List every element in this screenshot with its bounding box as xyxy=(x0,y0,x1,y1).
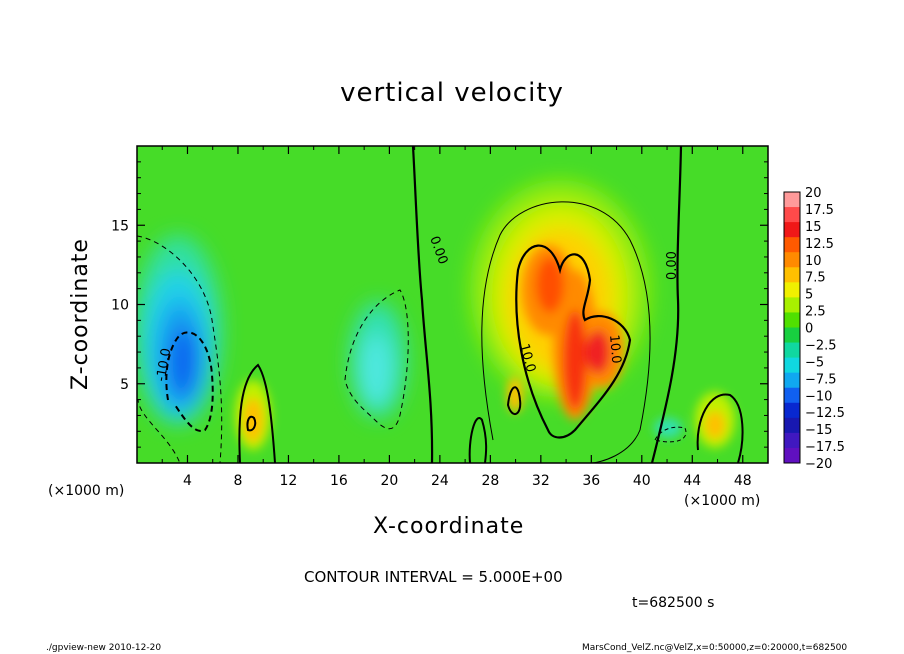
colorbar-label: 7.5 xyxy=(805,271,826,286)
colorbar-swatch xyxy=(784,237,800,253)
heatmap-field xyxy=(137,146,768,463)
footer-left: ./gpview-new 2010-12-20 xyxy=(46,643,162,653)
colorbar-label: −12.5 xyxy=(805,406,845,421)
colorbar-swatch xyxy=(784,192,800,208)
colorbar-swatch xyxy=(784,207,800,223)
colorbar-label: 2.5 xyxy=(805,305,826,320)
colorbar-label: −15 xyxy=(805,423,832,438)
colorbar-swatch xyxy=(784,402,800,419)
x-tick-label: 24 xyxy=(431,473,449,489)
x-tick-label: 36 xyxy=(582,473,600,489)
contour-bubble-right xyxy=(696,393,744,463)
downdraft-left xyxy=(137,235,222,425)
colorbar-swatch xyxy=(784,252,800,268)
contour-10 xyxy=(515,244,632,439)
x-axis-label: X-coordinate xyxy=(373,514,525,539)
colorbar-label: −17.5 xyxy=(805,440,845,455)
colorbar-frame xyxy=(783,191,801,464)
colorbar-label: −5 xyxy=(805,355,824,370)
colorbar-swatch xyxy=(784,297,800,313)
x-axis-unit-left: (×1000 m) xyxy=(48,483,125,499)
y-tick-label: 5 xyxy=(120,377,129,393)
colorbar-label: 5 xyxy=(805,288,813,303)
time-stamp: t=682500 s xyxy=(632,595,715,611)
x-tick-label: 8 xyxy=(233,473,242,489)
zero-contour-2 xyxy=(650,146,683,463)
y-tick-label: 15 xyxy=(111,218,129,234)
y-tick-label: 10 xyxy=(111,298,129,314)
colorbar-swatch xyxy=(784,267,800,283)
colorbar-swatch xyxy=(784,312,800,328)
x-tick-label: 40 xyxy=(633,473,651,489)
zero-contour-1 xyxy=(411,146,434,463)
contour-bottom-1 xyxy=(468,417,488,463)
colorbar-label: −2.5 xyxy=(805,338,837,353)
contour-neg5-left xyxy=(137,235,223,463)
colorbar-label: −20 xyxy=(805,457,832,472)
x-tick-label: 32 xyxy=(532,473,550,489)
contour-neg-small xyxy=(654,426,687,443)
contour-neg10 xyxy=(165,331,214,432)
colorbar: 20 17.5 15 12.5 10 7.5 5 2.5 0−2.5 −5 −7.5 −10 −12.5… xyxy=(783,186,845,472)
colorbar-label: 12.5 xyxy=(805,237,834,252)
colorbar-swatch xyxy=(784,342,800,359)
contour-label-neg10: -10.0 xyxy=(154,347,175,383)
contour-bubble-left-inner xyxy=(246,415,257,432)
colorbar-swatch xyxy=(784,432,800,449)
colorbar-label: −10 xyxy=(805,389,832,404)
x-tick-label: 20 xyxy=(380,473,398,489)
x-tick-label: 44 xyxy=(683,473,701,489)
contour-label-10a: 10.0 xyxy=(516,342,538,374)
footer-right: MarsCond_VelZ.nc@VelZ,x=0:50000,z=0:2000… xyxy=(582,643,848,653)
contour-label-10b: 10.0 xyxy=(606,334,623,364)
x-tick-label: 48 xyxy=(734,473,752,489)
x-tick-label: 28 xyxy=(481,473,499,489)
contour-5 xyxy=(481,201,651,463)
contour-bubble-left-outer xyxy=(238,363,276,463)
colorbar-label: −7.5 xyxy=(805,372,837,387)
colorbar-swatch xyxy=(784,387,800,404)
x-tick-label: 4 xyxy=(183,473,192,489)
colorbar-swatch xyxy=(784,222,800,238)
colorbar-swatch xyxy=(784,282,800,298)
colorbar-label: 17.5 xyxy=(805,203,834,218)
colorbar-swatch xyxy=(784,417,800,434)
colorbar-swatch xyxy=(784,357,800,374)
contour-lines xyxy=(137,146,744,463)
contour-interval-text: CONTOUR INTERVAL = 5.000E+00 xyxy=(304,568,563,586)
colorbar-label: 20 xyxy=(805,186,822,201)
colorbar-label: 15 xyxy=(805,220,822,235)
colorbar-swatch xyxy=(784,447,800,464)
x-tick-label: 16 xyxy=(330,473,348,489)
colorbar-swatch xyxy=(784,327,800,344)
colorbar-label: 0 xyxy=(805,322,813,337)
updraft-core xyxy=(522,245,624,420)
downdraft-middle xyxy=(350,302,406,418)
field-background xyxy=(137,146,768,463)
colorbar-label: 10 xyxy=(805,254,822,269)
x-axis-unit-right: (×1000 m) xyxy=(684,493,761,509)
contour-bubble-small xyxy=(506,386,522,415)
colorbar-swatch xyxy=(784,372,800,389)
contour-neg5-mid xyxy=(344,289,409,430)
x-tick-label: 12 xyxy=(280,473,298,489)
chart-title: vertical velocity xyxy=(340,78,564,108)
contour-label-0b: 0.00 xyxy=(665,251,680,280)
